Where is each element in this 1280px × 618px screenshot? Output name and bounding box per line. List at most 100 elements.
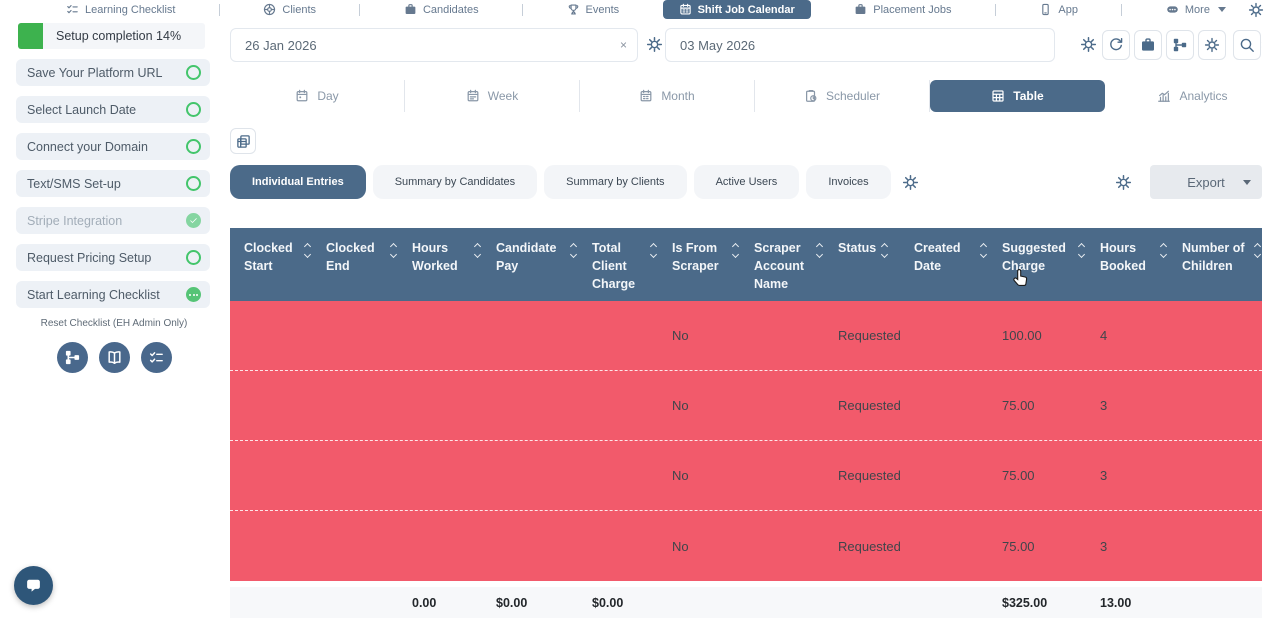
view-tab-month[interactable]: Month <box>580 80 755 112</box>
column-header-hours-worked[interactable]: Hours Worked <box>398 228 482 301</box>
nav-item-clients[interactable]: Clients <box>259 0 320 19</box>
check-icon <box>189 216 198 225</box>
column-label: Hours Booked <box>1100 241 1146 273</box>
nav-item-label: App <box>1058 3 1078 16</box>
checklist-item-start-learning-checklist[interactable]: Start Learning Checklist <box>16 281 210 308</box>
checklist-item-request-pricing-setup[interactable]: Request Pricing Setup <box>16 244 210 271</box>
column-header-clocked-start[interactable]: Clocked Start <box>230 228 312 301</box>
briefcase-button[interactable] <box>1134 30 1162 60</box>
column-header-suggested-charge[interactable]: Suggested Charge <box>988 228 1086 301</box>
nav-item-label: Shift Job Calendar <box>697 3 795 16</box>
checklist-item-connect-your-domain[interactable]: Connect your Domain <box>16 133 210 160</box>
filter-tabs-row: Individual Entries Summary by Candidates S… <box>230 165 1262 199</box>
nav-item-more[interactable]: More <box>1162 0 1230 19</box>
sitemap-button[interactable] <box>1166 30 1194 60</box>
view-tab-label: Analytics <box>1179 89 1228 103</box>
column-header-created-date[interactable]: Created Date <box>900 228 988 301</box>
sort-icon <box>389 242 398 259</box>
view-tab-analytics[interactable]: Analytics <box>1105 80 1280 112</box>
filter-tab-summary-by-clients[interactable]: Summary by Clients <box>544 165 687 199</box>
table-row[interactable]: No Requested 100.00 4 <box>230 301 1262 371</box>
settings-gear-icon[interactable] <box>1248 2 1264 18</box>
checklist-status-circle <box>186 287 201 302</box>
phone-icon <box>1039 3 1052 16</box>
date-from-gear-icon[interactable] <box>646 36 663 53</box>
total-cell <box>230 587 312 618</box>
table-row[interactable]: No Requested 75.00 3 <box>230 371 1262 441</box>
column-header-clocked-end[interactable]: Clocked End <box>312 228 398 301</box>
sort-icon <box>569 242 578 259</box>
total-cell <box>824 587 900 618</box>
checklist-status-circle <box>186 176 201 191</box>
table-cell <box>578 371 658 440</box>
nav-item-events[interactable]: Events <box>563 0 624 19</box>
checklist-item-text-sms-set-up[interactable]: Text/SMS Set-up <box>16 170 210 197</box>
column-header-candidate-pay[interactable]: Candidate Pay <box>482 228 578 301</box>
checklist-item-save-your-platform-url[interactable]: Save Your Platform URL <box>16 59 210 86</box>
view-tab-day[interactable]: Day <box>230 80 405 112</box>
table-row[interactable]: No Requested 75.00 3 <box>230 441 1262 511</box>
checklist-item-label: Start Learning Checklist <box>27 287 160 302</box>
table-cell <box>312 511 398 581</box>
column-header-is-from-scraper[interactable]: Is From Scraper <box>658 228 740 301</box>
reset-checklist-link[interactable]: Reset Checklist (EH Admin Only) <box>40 318 188 329</box>
checklist-item-select-launch-date[interactable]: Select Launch Date <box>16 96 210 123</box>
top-nav: Learning Checklist Clients Candidates Event… <box>0 0 1280 19</box>
date-to-input[interactable] <box>665 28 1055 62</box>
briefcase-icon <box>404 3 417 16</box>
sort-icon <box>1077 242 1086 259</box>
total-cell <box>658 587 740 618</box>
sidebar-action-book-button[interactable] <box>98 342 130 373</box>
column-header-number-of-children[interactable]: Number of Children <box>1168 228 1262 301</box>
export-button[interactable]: Export <box>1150 165 1262 199</box>
sidebar-action-tasks-button[interactable] <box>140 342 172 373</box>
copy-button[interactable] <box>230 128 256 154</box>
table-row[interactable]: No Requested 75.00 3 <box>230 511 1262 581</box>
nav-item-label: Placement Jobs <box>873 3 952 16</box>
nav-separator <box>1121 3 1123 16</box>
dot <box>189 293 191 296</box>
column-header-status[interactable]: Status <box>824 228 900 301</box>
sidebar-action-sitemap-button[interactable] <box>56 342 88 373</box>
table-cell <box>1168 511 1262 581</box>
nav-item-learning-checklist[interactable]: Learning Checklist <box>62 0 180 19</box>
table-cell: 3 <box>1100 538 1108 554</box>
filter-tab-invoices[interactable]: Invoices <box>806 165 891 199</box>
analytics-icon <box>1157 89 1171 103</box>
nav-separator <box>994 3 996 16</box>
search-button[interactable] <box>1233 30 1261 60</box>
date-to-gear-icon[interactable] <box>1080 36 1097 53</box>
search-icon <box>1239 37 1255 53</box>
nav-item-shift-job-calendar[interactable]: Shift Job Calendar <box>662 0 811 19</box>
refresh-button[interactable] <box>1102 30 1130 60</box>
filter-tab-active-users[interactable]: Active Users <box>693 165 800 199</box>
export-settings-gear-icon[interactable] <box>1115 174 1132 191</box>
setup-completion-header[interactable]: Setup completion 14% <box>18 23 205 49</box>
ring-icon <box>263 3 276 16</box>
column-header-total-client-charge[interactable]: Total Client Charge <box>578 228 658 301</box>
chat-widget-button[interactable] <box>14 566 53 605</box>
filter-settings-gear-icon[interactable] <box>902 174 919 191</box>
column-header-scraper-account-name[interactable]: Scraper Account Name <box>740 228 824 301</box>
column-header-hours-booked[interactable]: Hours Booked <box>1086 228 1168 301</box>
nav-item-placement-jobs[interactable]: Placement Jobs <box>850 0 955 19</box>
clear-date-from-icon[interactable] <box>620 38 627 52</box>
gear-button[interactable] <box>1198 30 1226 60</box>
view-tab-scheduler[interactable]: Scheduler <box>755 80 930 112</box>
nav-item-label: Candidates <box>422 3 479 16</box>
table-cell <box>1168 441 1262 510</box>
view-tab-table[interactable]: Table <box>930 80 1105 112</box>
table-cell <box>230 441 312 510</box>
date-from-input[interactable] <box>230 28 638 62</box>
view-tab-week[interactable]: Week <box>405 80 580 112</box>
sitemap-icon <box>64 349 81 366</box>
nav-item-candidates[interactable]: Candidates <box>400 0 483 19</box>
filter-tab-individual-entries[interactable]: Individual Entries <box>230 165 366 199</box>
copy-icon <box>236 134 251 149</box>
checklist-item-stripe-integration[interactable]: Stripe Integration <box>16 207 210 234</box>
nav-item-app[interactable]: App <box>1035 0 1082 19</box>
filter-tab-summary-by-candidates[interactable]: Summary by Candidates <box>372 165 538 199</box>
column-label: Candidate Pay <box>496 241 557 273</box>
dot <box>196 293 198 296</box>
view-tab-label: Table <box>1013 89 1044 103</box>
